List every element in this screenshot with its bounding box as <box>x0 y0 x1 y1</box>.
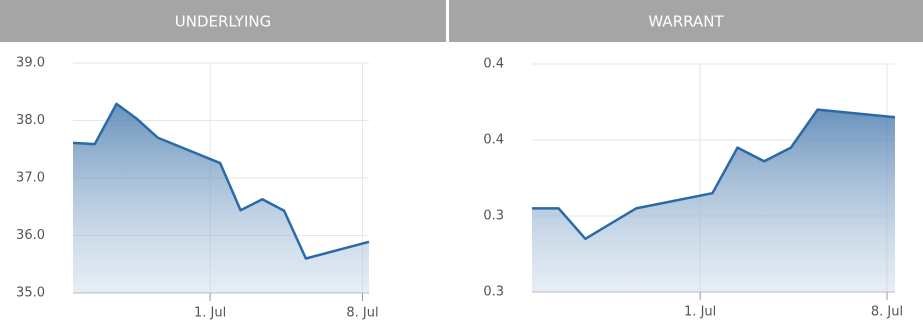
header-bar <box>0 0 446 42</box>
y-tick-label: 0.4 <box>483 133 504 148</box>
y-tick-label: 38.0 <box>16 113 45 128</box>
y-tick-label: 37.0 <box>16 171 45 186</box>
line <box>532 108 896 241</box>
x-tick-label: 8. Jul <box>871 305 903 320</box>
y-tick-label: 0.4 <box>483 57 504 72</box>
y-tick-label: 0.3 <box>483 209 504 224</box>
x-tick-label: 8. Jul <box>346 306 378 321</box>
y-tick-label: 0.3 <box>483 285 504 300</box>
chart-title: WARRANT <box>648 13 724 31</box>
y-tick-label: 39.0 <box>16 56 45 71</box>
area <box>532 109 895 292</box>
line <box>72 102 370 260</box>
x-tick-label: 1. Jul <box>194 306 226 321</box>
x-tick-label: 1. Jul <box>684 305 716 320</box>
y-tick-label: 35.0 <box>16 286 45 301</box>
area <box>73 103 369 293</box>
y-tick-label: 36.0 <box>16 228 45 243</box>
chart-title: UNDERLYING <box>175 13 271 31</box>
header-bar <box>449 0 923 42</box>
